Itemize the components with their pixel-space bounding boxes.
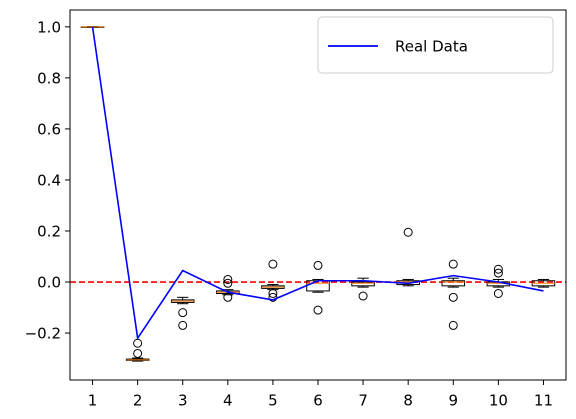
outlier <box>178 320 188 330</box>
y-tick-label: 0.0 <box>37 274 61 292</box>
y-tick-label: 0.6 <box>37 120 61 138</box>
line <box>91 26 544 341</box>
outlier <box>223 274 233 284</box>
outlier <box>493 264 503 274</box>
x-tick-label: 10 <box>489 392 508 410</box>
x-tick-label: 1 <box>88 392 98 410</box>
outlier <box>358 291 368 301</box>
x-tick-label: 4 <box>223 392 233 410</box>
plot-frame <box>69 9 567 381</box>
x-tick-label: 9 <box>448 392 458 410</box>
y-tick-label: 0.2 <box>37 222 61 240</box>
outlier <box>223 278 233 288</box>
x-tick-label: 3 <box>178 392 188 410</box>
x-tick-label: 5 <box>268 392 278 410</box>
x-tick-label: 11 <box>534 392 553 410</box>
x-tick-label: 2 <box>133 392 143 410</box>
outlier <box>448 292 458 302</box>
outlier <box>448 320 458 330</box>
legend-label: Real Data <box>395 38 468 56</box>
outlier <box>313 260 323 270</box>
outlier <box>133 348 143 358</box>
outlier <box>268 288 278 298</box>
outlier <box>448 259 458 269</box>
y-tick-label: −0.2 <box>25 325 61 343</box>
y-tick-label: 1.0 <box>37 18 61 36</box>
y-tick-label: 0.4 <box>37 171 61 189</box>
x-tick-label: 8 <box>403 392 413 410</box>
outlier <box>493 268 503 278</box>
outlier <box>133 338 143 348</box>
outlier <box>313 305 323 315</box>
outlier <box>178 308 188 318</box>
outlier <box>403 227 413 237</box>
legend-box <box>317 16 554 74</box>
box <box>441 280 466 287</box>
outlier <box>493 288 503 298</box>
x-tick-label: 6 <box>313 392 323 410</box>
outlier <box>223 292 233 302</box>
y-tick-label: 0.8 <box>37 69 61 87</box>
x-tick-label: 7 <box>358 392 368 410</box>
box <box>351 281 375 287</box>
outlier <box>268 259 278 269</box>
